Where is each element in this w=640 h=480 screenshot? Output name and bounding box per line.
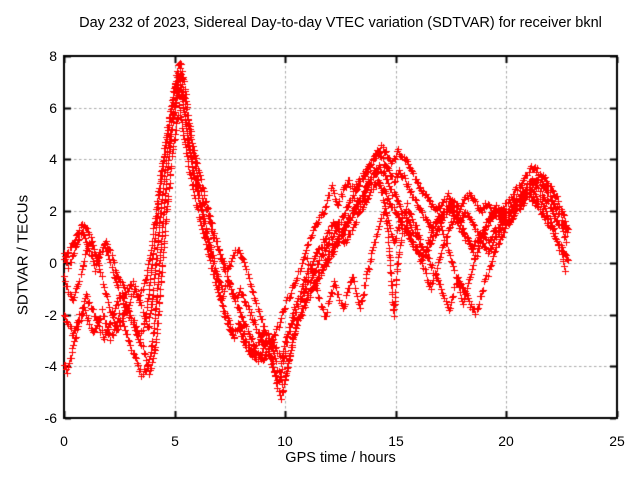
x-tick-label-15: 15 bbox=[388, 433, 404, 449]
x-tick-label-10: 10 bbox=[277, 433, 293, 449]
x-tick-label-20: 20 bbox=[498, 433, 514, 449]
y-tick-label-neg4: -4 bbox=[44, 358, 57, 374]
y-tick-label-4: 4 bbox=[49, 151, 57, 167]
chart-title: Day 232 of 2023, Sidereal Day-to-day VTE… bbox=[79, 15, 602, 31]
y-tick-label-0: 0 bbox=[49, 255, 57, 271]
y-tick-label-8: 8 bbox=[49, 48, 57, 64]
x-tick-label-25: 25 bbox=[609, 433, 625, 449]
y-tick-label-2: 2 bbox=[49, 203, 57, 219]
y-tick-label-6: 6 bbox=[49, 100, 57, 116]
y-tick-label-neg2: -2 bbox=[44, 307, 57, 323]
x-axis-label: GPS time / hours bbox=[285, 450, 396, 466]
x-tick-label-5: 5 bbox=[171, 433, 179, 449]
x-tick-label-0: 0 bbox=[60, 433, 68, 449]
y-tick-label-neg6: -6 bbox=[44, 410, 57, 426]
